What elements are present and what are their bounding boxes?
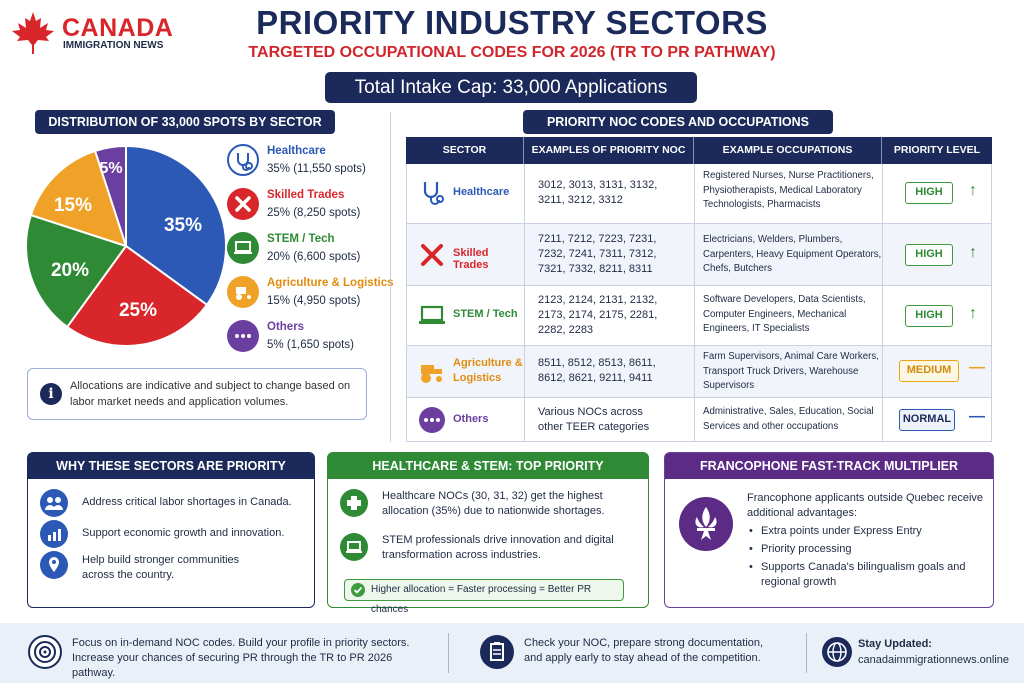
legend-item-skilled-trades: Skilled Trades 25% (8,250 spots): [227, 186, 397, 226]
maple-leaf-icon: [12, 12, 54, 54]
footer-divider: [806, 633, 807, 673]
pie-label-agriculture: 15%: [53, 195, 93, 216]
legend-item-stem: STEM / Tech 20% (6,600 spots): [227, 230, 397, 270]
tools-icon: [227, 188, 259, 220]
table-row: Skilled Trades 7211, 7212, 7223, 7231, 72…: [406, 224, 992, 286]
page-title: PRIORITY INDUSTRY SECTORS: [256, 4, 768, 41]
dots-icon: [227, 320, 259, 352]
table-row: Healthcare 3012, 3013, 3131, 3132, 3211, …: [406, 164, 992, 224]
francophone-panel: FRANCOPHONE FAST-TRACK MULTIPLIER Franco…: [664, 452, 994, 608]
francophone-bullet: Priority processing: [747, 542, 987, 557]
pie-slice-stem: [25, 213, 128, 329]
francophone-bullet: Supports Canada's bilingualism goals and…: [747, 560, 987, 590]
stethoscope-icon: [227, 144, 259, 176]
dash-icon: —: [969, 408, 985, 425]
table-header: SECTOR EXAMPLES OF PRIORITY NOC CODES EX…: [406, 137, 992, 183]
laptop-icon: [340, 533, 368, 561]
priority-badge: HIGH: [905, 244, 953, 266]
pie-label-stem: 20%: [50, 260, 90, 281]
info-icon: i: [40, 383, 62, 405]
fleur-de-lis-icon: [679, 497, 733, 551]
legend-item-healthcare: Healthcare 35% (11,550 spots): [227, 142, 397, 182]
medical-cross-icon: [340, 489, 368, 517]
why-panel: WHY THESE SECTORS ARE PRIORITY Address c…: [27, 452, 315, 608]
pie-label-skilled-trades: 25%: [118, 300, 158, 321]
footer-check-text: Check your NOC, prepare strong documenta…: [524, 637, 764, 664]
healthcare-stem-panel: HEALTHCARE & STEM: TOP PRIORITY Healthca…: [327, 452, 649, 615]
col-sector: SECTOR: [406, 137, 524, 164]
noc-heading: PRIORITY NOC CODES AND OCCUPATIONS: [523, 110, 833, 134]
why-heading: WHY THESE SECTORS ARE PRIORITY: [28, 453, 314, 479]
pie-slice-healthcare: [125, 144, 227, 307]
website-link[interactable]: canadaimmigrationnews.online: [858, 654, 1010, 666]
legend-item-others: Others 5% (1,650 spots): [227, 318, 397, 358]
tractor-icon: [227, 276, 259, 308]
section-divider: [390, 112, 391, 442]
laptop-icon: [227, 232, 259, 264]
stay-updated-label: Stay Updated:: [858, 638, 932, 650]
laptop-icon: [419, 305, 445, 324]
footer: Focus on in-demand NOC codes. Build your…: [0, 623, 1024, 683]
stethoscope-icon: [423, 182, 444, 205]
target-icon: [28, 635, 62, 669]
francophone-heading: FRANCOPHONE FAST-TRACK MULTIPLIER: [665, 453, 993, 479]
col-occupations: EXAMPLE OCCUPATIONS: [694, 137, 882, 164]
brand-logo: CANADA IMMIGRATION NEWS: [10, 8, 180, 58]
arrow-up-icon: ↑: [969, 182, 977, 199]
col-priority: PRIORITY LEVEL: [893, 144, 981, 156]
pie-label-healthcare: 35%: [163, 215, 203, 236]
hs-callout: Higher allocation = Faster processing = …: [344, 579, 624, 615]
arrow-up-icon: ↑: [969, 305, 977, 322]
footer-focus-text: Focus on in-demand NOC codes. Build your…: [72, 637, 410, 679]
arrow-up-icon: ↑: [969, 244, 977, 261]
francophone-bullet: Extra points under Express Entry: [747, 524, 987, 539]
sector-pie-chart: [25, 144, 227, 347]
check-icon: [351, 583, 365, 597]
priority-badge: HIGH: [905, 305, 953, 327]
priority-badge: NORMAL: [899, 409, 955, 431]
priority-badge: MEDIUM: [899, 360, 959, 382]
allocation-note: i Allocations are indicative and subject…: [27, 368, 367, 420]
brand-tagline: IMMIGRATION NEWS: [63, 40, 164, 51]
dots-icon: [419, 407, 445, 433]
pie-slice-skilled-trades: [65, 244, 209, 347]
francophone-text: Francophone applicants outside Quebec re…: [747, 491, 987, 590]
clipboard-icon: [480, 635, 514, 669]
priority-badge: HIGH: [905, 182, 953, 204]
col-codes: EXAMPLES OF PRIORITY NOC CODES: [524, 137, 694, 183]
growth-chart-icon: [40, 520, 68, 548]
legend-item-agriculture: Agriculture & Logistics 15% (4,950 spots…: [227, 274, 397, 314]
tractor-icon: [421, 365, 442, 383]
people-icon: [40, 489, 68, 517]
pie-slice-others: [93, 144, 127, 247]
pie-label-others: 5%: [99, 160, 123, 177]
tools-icon: [421, 244, 443, 266]
table-row: Others Various NOCs across other TEER cat…: [406, 398, 992, 442]
globe-icon: [822, 637, 852, 667]
page-subtitle: TARGETED OCCUPATIONAL CODES FOR 2026 (TR…: [248, 44, 776, 61]
dash-icon: —: [969, 359, 985, 376]
intake-cap-banner: Total Intake Cap: 33,000 Applications: [325, 72, 697, 103]
healthcare-stem-heading: HEALTHCARE & STEM: TOP PRIORITY: [328, 453, 648, 479]
location-pin-icon: [40, 551, 68, 579]
brand-name: CANADA: [62, 14, 174, 42]
table-row: STEM / Tech 2123, 2124, 2131, 2132, 2173,…: [406, 286, 992, 346]
distribution-heading: DISTRIBUTION OF 33,000 SPOTS BY SECTOR: [35, 110, 335, 134]
footer-divider: [448, 633, 449, 673]
table-row: Agriculture & Logistics 8511, 8512, 8513…: [406, 346, 992, 398]
